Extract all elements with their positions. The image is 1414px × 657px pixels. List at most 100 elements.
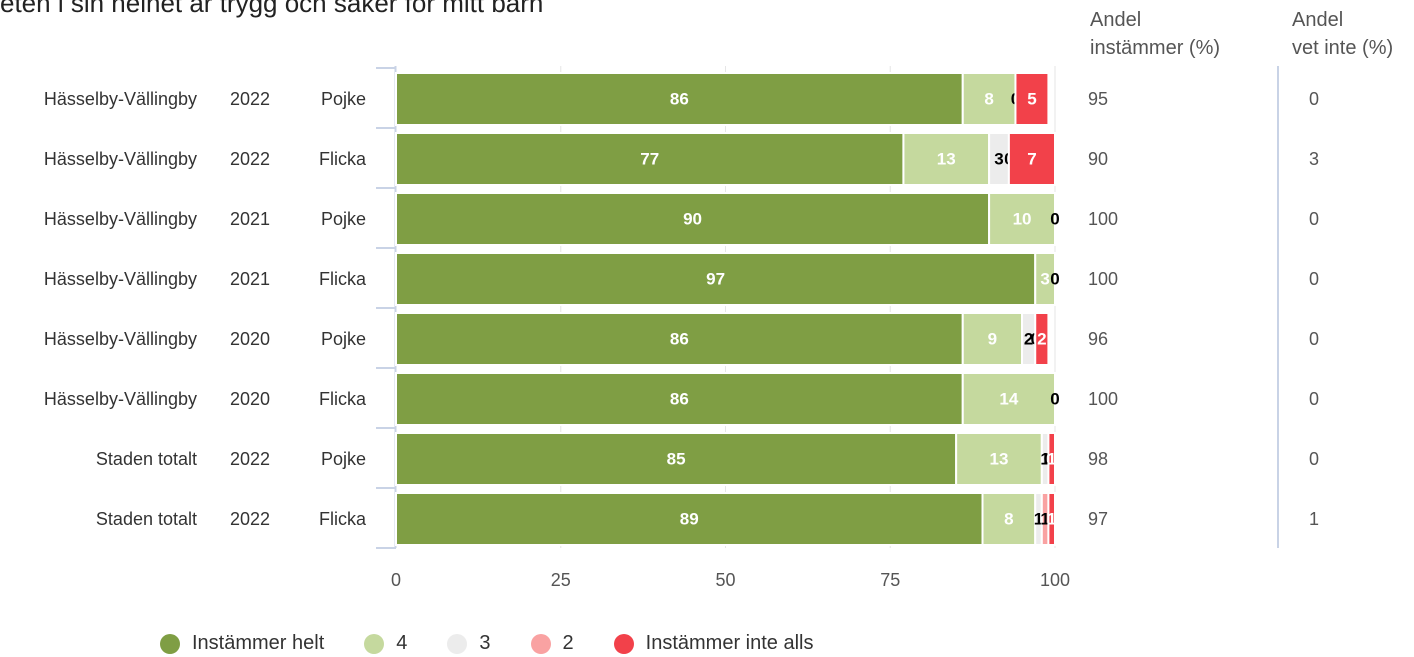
row-year-label: 2022 [230, 149, 270, 169]
legend-label: Instämmer helt [192, 632, 325, 654]
x-tick-label: 75 [880, 570, 900, 590]
row-area-label: Staden totalt [96, 509, 197, 529]
andel-vet-inte-header-line2: vet inte (%) [1292, 37, 1394, 59]
row-year-label: 2022 [230, 509, 270, 529]
andel-instammer-header-line1: Andel [1090, 9, 1142, 31]
data-label: 3 [994, 150, 1003, 169]
data-label: 1 [1047, 450, 1056, 469]
legend-label: 3 [479, 632, 491, 654]
legend-item[interactable]: Instämmer inte alls [613, 632, 814, 655]
data-label: 2 [1037, 330, 1046, 349]
legend-label: 2 [562, 632, 574, 654]
data-label: 86 [670, 90, 689, 109]
row-year-label: 2022 [230, 89, 270, 109]
legend-swatch [530, 633, 551, 654]
row-year-label: 2020 [230, 329, 270, 349]
legend-item[interactable]: 2 [530, 632, 574, 655]
legend-item[interactable]: Instämmer helt [160, 632, 324, 655]
row-gender-label: Flicka [319, 149, 367, 169]
andel-vet-inte-value: 0 [1309, 329, 1319, 349]
data-label: 1 [1034, 510, 1043, 529]
data-label: 1 [1040, 450, 1049, 469]
data-label: 3 [1040, 270, 1049, 289]
data-label: 0 [1050, 270, 1059, 289]
legend-label: 4 [396, 632, 408, 654]
andel-instammer-value: 100 [1088, 209, 1118, 229]
row-gender-label: Flicka [319, 509, 367, 529]
andel-instammer-value: 98 [1088, 449, 1108, 469]
data-label: 13 [937, 150, 956, 169]
andel-instammer-value: 95 [1088, 89, 1108, 109]
legend-swatch [364, 633, 385, 654]
bar-segment [1034, 252, 1056, 306]
legend-swatch [447, 633, 468, 654]
row-gender-label: Flicka [319, 389, 367, 409]
chart-legend: Instämmer helt 4 3 2 Instämmer inte alls [160, 632, 853, 655]
data-label: 86 [670, 390, 689, 409]
row-gender-label: Pojke [321, 329, 366, 349]
row-area-label: Hässelby-Vällingby [44, 389, 197, 409]
row-year-label: 2020 [230, 389, 270, 409]
data-label: 2 [1024, 330, 1033, 349]
row-year-label: 2021 [230, 269, 270, 289]
andel-vet-inte-value: 0 [1309, 389, 1319, 409]
data-label: 0 [1050, 210, 1059, 229]
bar-segment [395, 312, 964, 366]
andel-vet-inte-value: 3 [1309, 149, 1319, 169]
bar-segment [395, 432, 958, 486]
data-label: 13 [990, 450, 1009, 469]
row-area-label: Hässelby-Vällingby [44, 329, 197, 349]
bar-segment [395, 72, 964, 126]
legend-item[interactable]: 4 [364, 632, 407, 655]
bar-segment [988, 192, 1056, 246]
data-label: 89 [680, 510, 699, 529]
bar-segment [1007, 132, 1056, 186]
andel-vet-inte-header: Andel vet inte (%) [1292, 6, 1393, 62]
data-label: 97 [706, 270, 725, 289]
bar-segment [961, 72, 1017, 126]
bar-segment [961, 372, 1056, 426]
andel-instammer-value: 90 [1088, 149, 1108, 169]
x-tick-label: 0 [391, 570, 401, 590]
andel-instammer-value: 100 [1088, 269, 1118, 289]
bar-segment [395, 252, 1037, 306]
andel-instammer-value: 97 [1088, 509, 1108, 529]
data-label: 86 [670, 330, 689, 349]
data-label: 0 [1050, 390, 1059, 409]
andel-vet-inte-value: 0 [1309, 89, 1319, 109]
andel-instammer-header: Andel instämmer (%) [1090, 6, 1220, 62]
legend-label: Instämmer inte alls [645, 632, 814, 654]
row-gender-label: Pojke [321, 449, 366, 469]
legend-swatch [613, 633, 634, 654]
data-label: 1 [1040, 510, 1049, 529]
andel-vet-inte-value: 0 [1309, 269, 1319, 289]
row-area-label: Staden totalt [96, 449, 197, 469]
bar-segment [395, 132, 905, 186]
data-label: 8 [984, 90, 993, 109]
row-area-label: Hässelby-Vällingby [44, 89, 197, 109]
andel-instammer-header-line2: instämmer (%) [1090, 37, 1221, 59]
legend-item[interactable]: 3 [447, 632, 491, 655]
data-label: 85 [667, 450, 686, 469]
row-gender-label: Flicka [319, 269, 367, 289]
andel-vet-inte-header-line1: Andel [1292, 9, 1344, 31]
bar-segment [1047, 492, 1057, 546]
x-tick-label: 25 [551, 570, 571, 590]
bar-segment [955, 432, 1043, 486]
andel-instammer-value: 96 [1088, 329, 1108, 349]
data-label: 1 [1047, 510, 1056, 529]
bar-segment [1047, 432, 1057, 486]
andel-vet-inte-value: 1 [1309, 509, 1319, 529]
data-label: 10 [1013, 210, 1032, 229]
data-label: 90 [683, 210, 702, 229]
row-gender-label: Pojke [321, 89, 366, 109]
x-tick-label: 100 [1040, 570, 1070, 590]
x-tick-label: 50 [715, 570, 735, 590]
data-label: 9 [988, 330, 997, 349]
data-label: 7 [1027, 150, 1036, 169]
data-label: 14 [999, 390, 1018, 409]
bar-segment [395, 492, 984, 546]
row-year-label: 2021 [230, 209, 270, 229]
data-label: 77 [640, 150, 659, 169]
